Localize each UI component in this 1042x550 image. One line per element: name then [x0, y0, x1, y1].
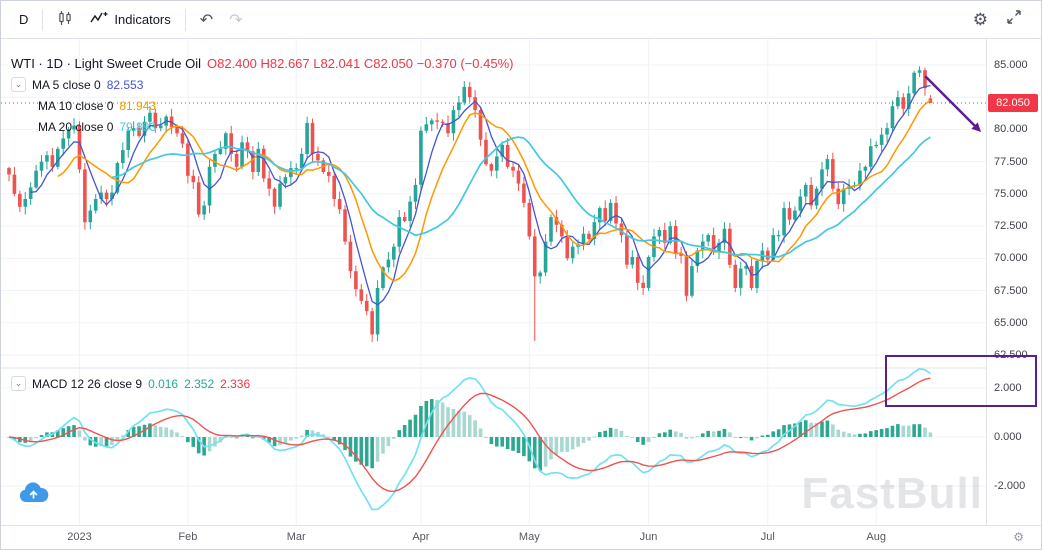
fullscreen-button[interactable]: [997, 6, 1031, 33]
undo-button[interactable]: ↶: [192, 4, 221, 36]
time-axis-label: May: [518, 531, 540, 543]
chart-area[interactable]: WTI · 1D · Light Sweet Crude Oil O82.400…: [1, 39, 1041, 549]
indicators-button[interactable]: Indicators: [82, 4, 178, 35]
macd-signal-value: 2.336: [220, 376, 251, 391]
ma5-legend-row[interactable]: ⌄ MA 5 close 0 82.553: [11, 74, 513, 95]
toolbar-separator: [42, 8, 44, 31]
redo-button[interactable]: ↷: [221, 4, 250, 36]
macd-label: MACD 12 26 close 9: [32, 376, 143, 391]
toolbar-right-group: ⚙: [964, 6, 1031, 33]
time-axis-label: Mar: [286, 531, 306, 543]
price-axis-label: 75.000: [994, 187, 1028, 200]
chart-canvas[interactable]: [1, 39, 986, 525]
last-price-badge: 82.050: [988, 94, 1038, 113]
ma5-value: 82.553: [106, 77, 144, 92]
toolbar-separator: [184, 8, 186, 31]
price-axis-label: 67.500: [994, 284, 1028, 297]
time-axis-label: 2023: [67, 531, 92, 543]
symbol-title: WTI · 1D · Light Sweet Crude Oil: [11, 56, 201, 71]
time-axis-label: Feb: [178, 531, 198, 543]
chevron-down-icon[interactable]: ⌄: [11, 376, 26, 391]
time-axis-label: Jun: [639, 531, 658, 543]
interval-button[interactable]: D: [11, 6, 36, 33]
price-axis-label: 72.500: [994, 220, 1028, 233]
price-axis-label: 77.500: [994, 155, 1028, 168]
candlestick-style-icon: [57, 10, 74, 30]
price-axis-label: 70.000: [994, 252, 1028, 265]
redo-icon: ↷: [229, 11, 243, 29]
symbol-legend: WTI · 1D · Light Sweet Crude Oil O82.400…: [11, 53, 513, 137]
price-axis-label: 0.000: [994, 431, 1022, 443]
price-axis-label: 65.000: [994, 316, 1028, 329]
price-axis-label: 62.500: [994, 349, 1028, 361]
toolbar-left-group: D Indicators: [11, 4, 251, 36]
ma10-label: MA 10 close 0: [38, 98, 114, 113]
ma5-label: MA 5 close 0: [32, 77, 101, 92]
chart-style-button[interactable]: [49, 4, 82, 36]
settings-button[interactable]: ⚙: [964, 7, 997, 33]
symbol-header-row[interactable]: WTI · 1D · Light Sweet Crude Oil O82.400…: [11, 53, 513, 74]
time-axis-label: Jul: [760, 531, 775, 543]
ma20-label: MA 20 close 0: [38, 119, 114, 134]
gear-icon: ⚙: [972, 9, 988, 29]
macd-hist-value: 0.016: [148, 376, 179, 391]
chevron-down-icon[interactable]: ⌄: [11, 77, 26, 92]
top-toolbar: D Indicators: [1, 1, 1041, 39]
ohlc-values: O82.400 H82.667 L82.041 C82.050 −0.370 (…: [207, 56, 514, 71]
price-axis-label: -2.000: [994, 480, 1026, 492]
macd-legend: ⌄ MACD 12 26 close 9 0.016 2.352 2.336: [11, 373, 250, 394]
time-axis-label: Aug: [866, 531, 886, 543]
indicators-label: Indicators: [114, 12, 171, 27]
price-axis-label: 2.000: [994, 382, 1022, 394]
axis-settings-icon[interactable]: ⚙: [1013, 530, 1024, 544]
ma20-legend-row[interactable]: MA 20 close 0 79.893: [11, 116, 513, 137]
macd-legend-row[interactable]: ⌄ MACD 12 26 close 9 0.016 2.352 2.336: [11, 373, 250, 394]
ma10-legend-row[interactable]: MA 10 close 0 81.943: [11, 95, 513, 116]
macd-line-value: 2.352: [184, 376, 215, 391]
fullscreen-icon: [1006, 10, 1022, 29]
ma10-value: 81.943: [119, 98, 157, 113]
price-axis-label: 85.000: [994, 59, 1028, 71]
price-axis-label: 80.000: [994, 123, 1028, 136]
indicators-icon: [90, 10, 108, 29]
price-axis[interactable]: 82.050 85.000 80.000 77.500 75.000 72.500 70.…: [986, 39, 1041, 525]
undo-icon: ↶: [199, 11, 214, 29]
ma20-value: 79.893: [119, 119, 157, 134]
cloud-icon[interactable]: [17, 480, 51, 509]
time-axis[interactable]: ⚙ 2023 Feb Mar Apr May Jun Jul Aug: [1, 525, 1041, 549]
time-axis-label: Apr: [412, 531, 430, 543]
